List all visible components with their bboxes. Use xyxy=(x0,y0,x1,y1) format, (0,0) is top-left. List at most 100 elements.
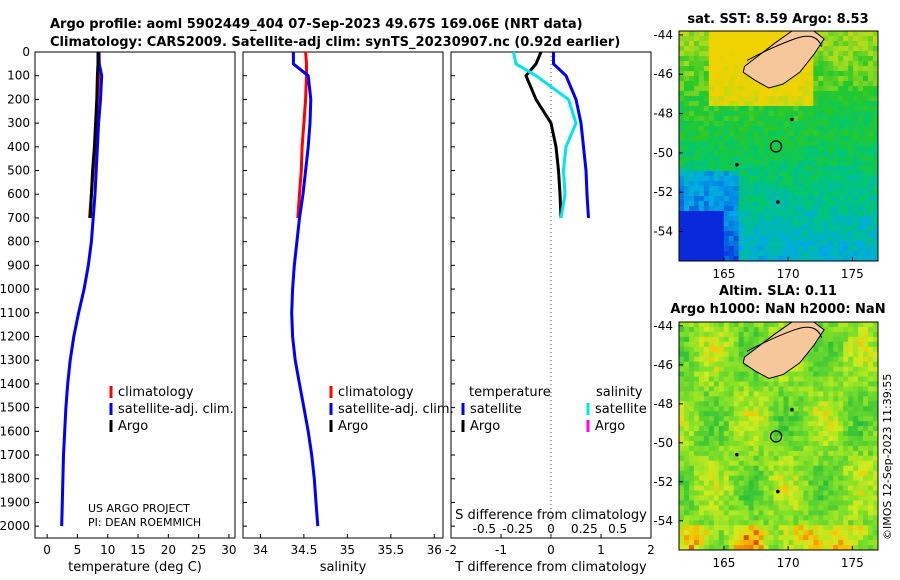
map-cell xyxy=(763,106,769,112)
map-cell xyxy=(818,181,824,187)
map-cell xyxy=(818,251,824,257)
map-cell xyxy=(679,126,685,132)
map-cell xyxy=(808,361,814,368)
map-cell xyxy=(873,520,879,526)
map-cell xyxy=(843,361,849,368)
map-cell xyxy=(828,480,834,486)
map-cell xyxy=(738,136,745,142)
map-cell xyxy=(718,56,725,62)
map-cell xyxy=(773,391,779,397)
map-x-tick-label: 165 xyxy=(712,556,735,570)
map-cell xyxy=(723,246,730,252)
map-cell xyxy=(853,201,859,207)
map-cell xyxy=(708,191,715,197)
map-cell xyxy=(798,96,804,102)
map-cell xyxy=(788,141,794,147)
map-cell xyxy=(753,391,760,397)
map-cell xyxy=(708,161,715,167)
map-cell xyxy=(818,166,824,172)
map-cell xyxy=(763,161,769,167)
map-cell xyxy=(743,251,750,257)
map-cell xyxy=(698,46,705,52)
map-cell xyxy=(713,411,720,417)
map-cell xyxy=(838,465,844,472)
map-cell xyxy=(823,346,829,353)
map-cell xyxy=(728,131,735,137)
map-cell xyxy=(693,341,700,348)
map-cell xyxy=(763,181,769,187)
map-cell xyxy=(863,480,869,486)
map-cell xyxy=(743,236,750,242)
map-cell xyxy=(763,246,769,252)
map-cell xyxy=(823,76,829,82)
map-cell xyxy=(858,236,864,242)
legend-label-argo: Argo xyxy=(338,419,368,434)
map-cell xyxy=(838,436,844,442)
map-cell xyxy=(828,66,834,72)
map-cell xyxy=(768,161,774,167)
map-cell xyxy=(708,131,715,137)
map-cell xyxy=(773,510,779,516)
map-cell xyxy=(833,51,839,57)
map-cell xyxy=(823,66,829,72)
map-cell xyxy=(773,136,779,142)
map-cell xyxy=(848,31,854,37)
map-cell xyxy=(708,171,715,177)
map-cell xyxy=(808,156,814,162)
map-cell xyxy=(683,411,690,417)
map-cell xyxy=(833,411,839,417)
map-cell xyxy=(828,231,834,237)
map-cell xyxy=(738,426,745,432)
map-cell xyxy=(698,455,705,462)
map-cell xyxy=(763,191,769,197)
map-cell xyxy=(683,91,690,97)
map-cell xyxy=(793,500,799,506)
map-cell xyxy=(873,71,879,77)
map-cell xyxy=(753,440,760,447)
map-cell xyxy=(743,500,750,506)
map-cell xyxy=(833,66,839,72)
map-cell xyxy=(693,436,700,442)
map-cell xyxy=(698,341,705,348)
map-cell xyxy=(853,525,859,531)
map-cell xyxy=(688,401,695,407)
map-cell xyxy=(748,416,755,422)
map-cell xyxy=(798,131,804,137)
map-cell xyxy=(698,535,705,541)
map-cell xyxy=(798,181,804,187)
map-cell xyxy=(723,41,730,47)
map-cell xyxy=(679,221,685,227)
map-cell xyxy=(853,246,859,252)
map-cell xyxy=(803,445,809,452)
map-cell xyxy=(823,500,829,506)
map-cell xyxy=(763,226,769,232)
map-cell xyxy=(808,126,814,132)
map-cell xyxy=(803,530,809,536)
map-cell xyxy=(748,81,755,87)
map-cell xyxy=(858,56,864,62)
map-cell xyxy=(718,525,725,531)
map-cell xyxy=(868,341,874,348)
map-cell xyxy=(828,121,834,127)
legend-label-t-satellite: satellite xyxy=(470,402,522,417)
map-cell xyxy=(803,431,809,437)
map-cell xyxy=(788,241,794,247)
map-cell xyxy=(748,141,755,147)
map-cell xyxy=(708,416,715,422)
map-cell xyxy=(833,431,839,437)
map-cell xyxy=(873,111,879,117)
map-cell xyxy=(843,530,849,536)
map-cell xyxy=(873,191,879,197)
map-cell xyxy=(828,381,834,387)
map-cell xyxy=(723,156,730,162)
map-cell xyxy=(688,126,695,132)
map-cell xyxy=(838,136,844,142)
island-marker xyxy=(734,452,739,457)
map-cell xyxy=(843,116,849,122)
map-cell xyxy=(828,421,834,427)
map-cell xyxy=(863,151,869,157)
map-cell xyxy=(693,361,700,368)
map-cell xyxy=(723,515,730,521)
map-cell xyxy=(713,246,720,252)
map-cell xyxy=(703,401,710,407)
